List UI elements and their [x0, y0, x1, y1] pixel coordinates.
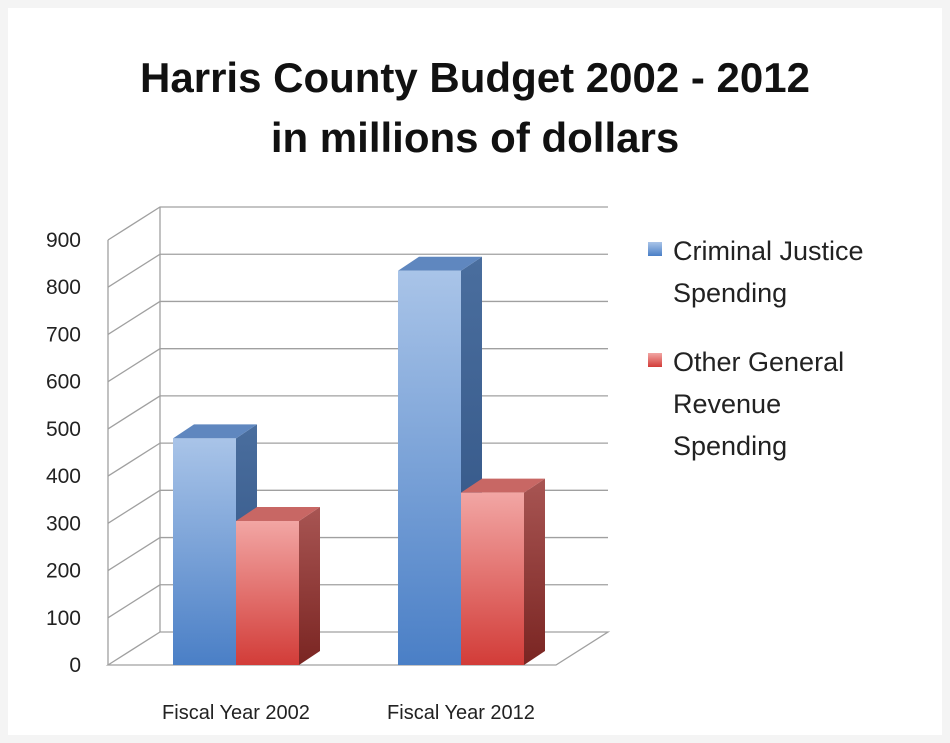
bar-front: [236, 520, 299, 665]
gridline: [107, 300, 608, 335]
bar-side: [524, 478, 545, 665]
bar-front: [398, 270, 461, 665]
x-tick-label: Fiscal Year 2002: [162, 702, 310, 724]
bar-top: [398, 256, 482, 271]
y-tick-label: 0: [69, 654, 81, 677]
bars: [173, 256, 545, 665]
gridline: [107, 253, 608, 288]
legend-line: Other General: [673, 347, 844, 377]
chart-title-block: Harris County Budget 2002 - 2012 in mill…: [8, 48, 942, 168]
y-tick-label: 400: [46, 465, 81, 488]
bar-front: [461, 492, 524, 665]
y-axis: 0 100 200 300 400 500 600 700 800 900: [46, 229, 81, 677]
legend-line: Spending: [673, 431, 787, 461]
gridline: [107, 348, 608, 383]
legend-line: Criminal Justice: [673, 236, 864, 266]
bar-side: [299, 506, 320, 665]
bar-other-general-2012: [461, 478, 545, 665]
y-tick-label: 900: [46, 229, 81, 252]
legend-item-criminal-justice: Criminal Justice Spending: [648, 236, 864, 308]
legend-swatch: [648, 242, 662, 256]
legend-label: Other General Revenue Spending: [673, 347, 844, 461]
gridline: [107, 395, 608, 430]
y-tick-label: 500: [46, 418, 81, 441]
legend-item-other-general: Other General Revenue Spending: [648, 347, 844, 461]
bar-chart: 0 100 200 300 400 500 600 700 800 900 Fiscal Year…: [46, 206, 864, 724]
bar-front: [173, 438, 236, 665]
legend-label: Criminal Justice Spending: [673, 236, 864, 308]
gridline: [107, 206, 608, 241]
y-tick-label: 600: [46, 371, 81, 394]
y-tick-label: 700: [46, 323, 81, 346]
legend-line: Revenue: [673, 389, 781, 419]
legend-line: Spending: [673, 278, 787, 308]
x-tick-label: Fiscal Year 2012: [387, 702, 535, 724]
legend: Criminal Justice Spending Other General Rev…: [648, 236, 864, 461]
chart-subtitle: in millions of dollars: [270, 114, 680, 161]
slide: Harris County Budget 2002 - 2012 in mill…: [8, 8, 942, 735]
legend-swatch: [648, 353, 662, 367]
x-axis: Fiscal Year 2002 Fiscal Year 2012: [162, 702, 535, 724]
bar-other-general-2002: [236, 506, 320, 665]
chart-title: Harris County Budget 2002 - 2012: [140, 54, 810, 101]
y-tick-label: 200: [46, 560, 81, 583]
y-tick-label: 300: [46, 512, 81, 535]
bar-top: [236, 506, 320, 521]
y-tick-label: 100: [46, 607, 81, 630]
bar-top: [461, 478, 545, 493]
bar-top: [173, 424, 257, 439]
y-tick-label: 800: [46, 276, 81, 299]
